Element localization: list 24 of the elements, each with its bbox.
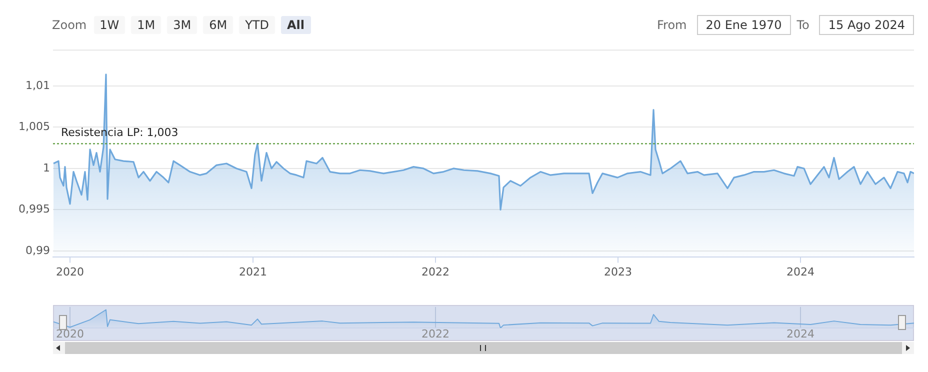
text: 20 Ene 1970 [696, 15, 791, 35]
text: To [796, 18, 810, 32]
text: 15 Ago 2024 [819, 15, 914, 35]
text: YTD [239, 16, 275, 34]
x-tick-label: 2021 [239, 265, 267, 278]
x-tick-label: 2020 [56, 327, 84, 340]
x-tick-label: 2020 [56, 265, 84, 278]
y-tick-label: 1 [43, 161, 50, 174]
text: 3M [167, 16, 198, 34]
y-tick-label: 0,995 [18, 202, 50, 216]
x-tick-label: 2023 [604, 265, 632, 278]
text: Zoom [52, 18, 87, 32]
text: From [657, 18, 687, 32]
y-tick-label: 0,99 [26, 244, 50, 257]
text: All [281, 16, 311, 34]
y-tick-label: 1,005 [18, 120, 50, 134]
x-tick-label: 2024 [786, 265, 814, 278]
x-tick-label: 2024 [786, 327, 814, 340]
text: 6M [203, 16, 234, 34]
x-tick-label: 2022 [422, 265, 450, 278]
x-tick-label: 2022 [422, 327, 450, 340]
text: 1W [94, 16, 126, 34]
text: 1M [131, 16, 162, 34]
y-tick-label: 1,01 [26, 78, 50, 92]
